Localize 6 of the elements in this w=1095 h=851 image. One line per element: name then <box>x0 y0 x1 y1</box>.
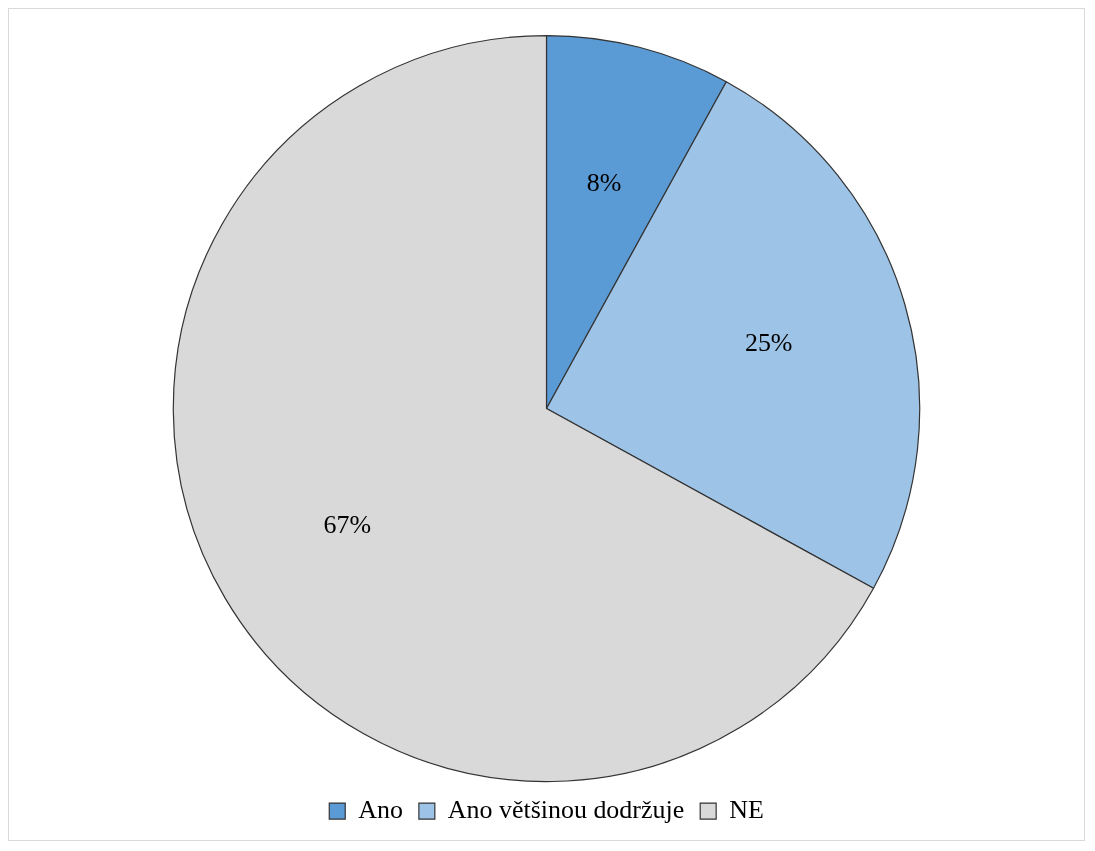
data-label: 67% <box>323 510 372 540</box>
data-label: 25% <box>744 327 793 357</box>
legend-label: Ano <box>358 794 403 824</box>
legend-label: NE <box>729 794 764 824</box>
data-label: 8% <box>586 168 622 198</box>
legend-label: Ano většinou dodržuje <box>447 794 685 824</box>
